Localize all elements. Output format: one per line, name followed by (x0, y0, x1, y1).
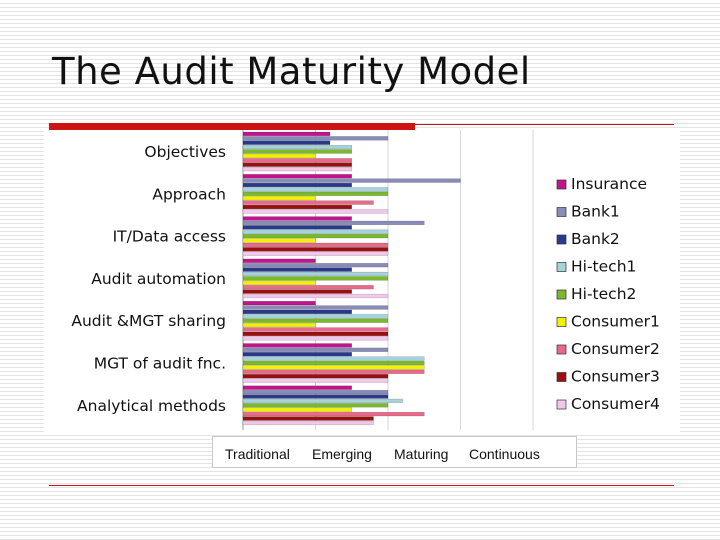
category-label: Approach (152, 185, 226, 203)
bar-consumer4 (242, 336, 389, 341)
bar-hi-tech1 (242, 398, 403, 404)
bar-bank2 (242, 352, 352, 357)
bar-hi-tech2 (242, 318, 389, 323)
bar-bank1 (242, 220, 425, 226)
legend-label: Bank1 (571, 203, 620, 221)
legend-swatch (556, 234, 567, 245)
bar-consumer1 (242, 322, 316, 328)
category-label: Analytical methods (77, 397, 226, 415)
x-tick-label: Maturing (394, 446, 449, 462)
bar-consumer1 (242, 280, 316, 285)
bar-insurance (242, 385, 352, 390)
bar-consumer2 (242, 200, 374, 205)
bar-bank2 (242, 394, 389, 399)
bar-consumer3 (242, 374, 389, 379)
legend-swatch (556, 179, 567, 190)
bar-consumer2 (242, 242, 389, 248)
bar-consumer4 (242, 293, 389, 299)
bar-consumer3 (242, 247, 389, 252)
legend-swatch (556, 317, 567, 327)
bar-consumer4 (242, 378, 389, 383)
legend-label: Consumer1 (571, 313, 660, 331)
bar-consumer2 (242, 327, 389, 332)
footer-rule (49, 485, 674, 486)
slide-title: The Audit Maturity Model (52, 50, 531, 93)
x-tick-label: Continuous (469, 446, 540, 462)
bar-consumer1 (242, 153, 316, 159)
bar-insurance (242, 300, 316, 306)
legend-swatch (556, 262, 567, 272)
bar-consumer1 (242, 196, 316, 201)
x-tick-label: Traditional (225, 446, 290, 462)
bar-bank2 (242, 267, 352, 272)
bar-consumer1 (242, 407, 352, 412)
legend-swatch (556, 289, 567, 300)
bar-bank1 (242, 263, 389, 268)
category-label: MGT of audit fnc. (94, 355, 226, 373)
bar-hi-tech2 (242, 360, 425, 366)
bar-hi-tech1 (242, 271, 389, 277)
bar-hi-tech1 (242, 229, 389, 234)
legend-swatch (556, 372, 567, 382)
bar-consumer2 (242, 369, 425, 374)
bar-consumer3 (242, 289, 352, 294)
bar-consumer3 (242, 162, 352, 167)
bar-bank1 (242, 389, 389, 395)
bar-insurance (242, 174, 352, 179)
bar-consumer2 (242, 285, 374, 290)
bar-consumer3 (242, 331, 389, 337)
legend-label: Consumer3 (571, 368, 660, 386)
bar-hi-tech1 (242, 314, 389, 319)
x-tick-label: Emerging (312, 446, 372, 462)
bar-consumer2 (242, 158, 352, 163)
bar-hi-tech1 (242, 187, 389, 192)
legend-swatch (556, 207, 567, 217)
bar-bank1 (242, 136, 389, 141)
bar-consumer2 (242, 411, 425, 417)
title-accent-line (415, 124, 674, 125)
chart-panel: Objectives Approach IT/Data access Audit au… (44, 130, 680, 432)
maturity-axis-labels: Traditional Emerging Maturing Continuous (212, 436, 577, 468)
legend-label: Hi-tech1 (571, 258, 636, 276)
legend-swatch (556, 344, 567, 355)
legend-swatch (556, 399, 567, 410)
bar-hi-tech2 (242, 149, 352, 154)
category-label: IT/Data access (113, 228, 226, 246)
bar-insurance (242, 343, 352, 348)
title-accent-bar (49, 123, 415, 132)
bar-consumer1 (242, 365, 425, 370)
bar-hi-tech1 (242, 356, 425, 361)
bar-insurance (242, 131, 331, 137)
category-label: Audit automation (91, 270, 226, 288)
bar-consumer3 (242, 204, 352, 210)
bar-bank1 (242, 305, 389, 310)
legend-label: Consumer4 (571, 395, 660, 413)
bar-hi-tech2 (242, 403, 389, 408)
bar-consumer3 (242, 416, 374, 421)
bar-bank2 (242, 182, 352, 188)
maturity-chart: Objectives Approach IT/Data access Audit au… (71, 130, 660, 431)
legend-label: Hi-tech2 (571, 285, 636, 303)
bar-hi-tech2 (242, 276, 389, 281)
bar-consumer4 (242, 251, 389, 256)
bar-bank2 (242, 309, 352, 315)
category-label: Objectives (144, 143, 226, 161)
legend-label: Bank2 (571, 230, 620, 248)
bar-insurance (242, 258, 316, 263)
bar-bank2 (242, 225, 352, 230)
bar-consumer4 (242, 209, 389, 214)
bar-insurance (242, 216, 352, 221)
legend-label: Consumer2 (571, 340, 660, 358)
bar-hi-tech2 (242, 233, 389, 239)
bar-hi-tech1 (242, 144, 352, 150)
bar-consumer4 (242, 420, 374, 426)
bar-bank1 (242, 347, 389, 352)
legend-label: Insurance (571, 175, 647, 193)
bar-consumer4 (242, 166, 352, 172)
bar-hi-tech2 (242, 191, 389, 196)
bar-bank2 (242, 140, 331, 145)
category-label: Audit &MGT sharing (71, 312, 226, 330)
bar-bank1 (242, 178, 461, 183)
bar-consumer1 (242, 238, 316, 243)
